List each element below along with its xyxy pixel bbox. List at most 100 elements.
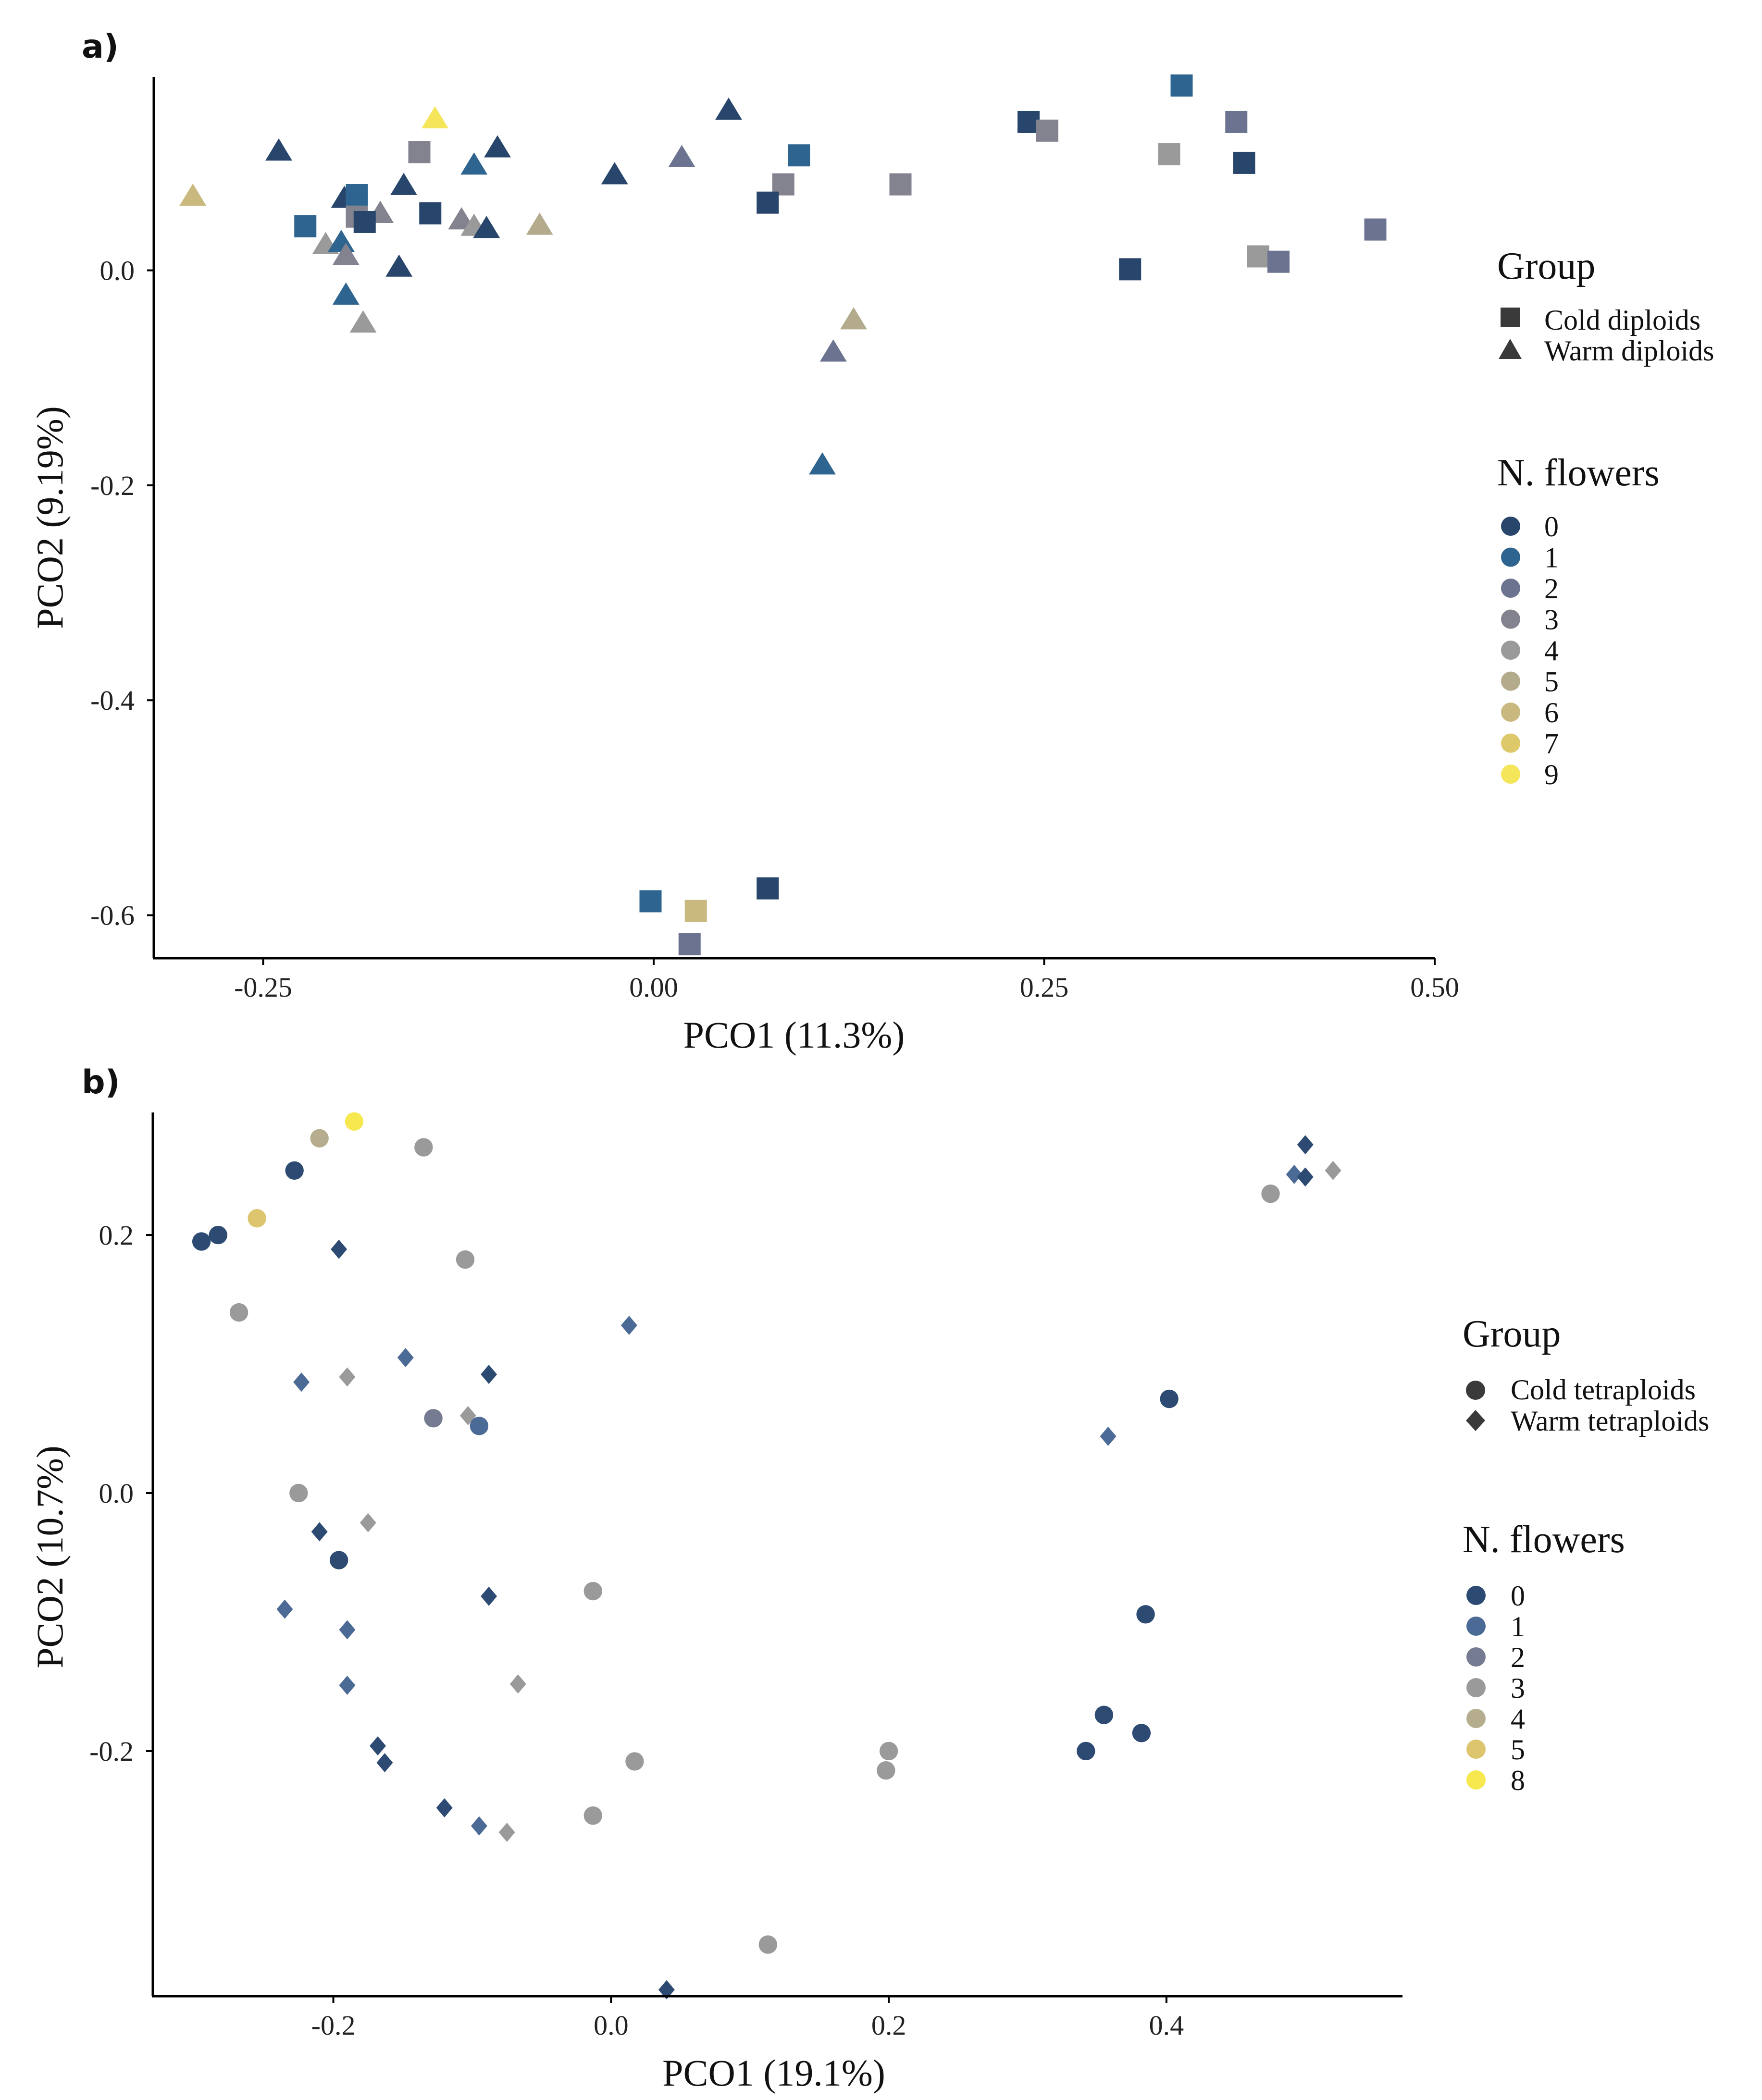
data-point-diamond xyxy=(331,1239,347,1259)
legend-label-flowers-1: 1 xyxy=(1511,1611,1525,1643)
data-point-circle xyxy=(414,1138,433,1157)
y-tick-label: 0.2 xyxy=(99,1220,134,1251)
data-point-triangle xyxy=(332,282,360,305)
data-point-diamond xyxy=(339,1620,356,1640)
data-point-diamond xyxy=(360,1513,376,1532)
data-point-circle xyxy=(1094,1705,1114,1724)
data-point-triangle xyxy=(601,162,628,185)
data-point-triangle xyxy=(526,212,553,235)
data-point-circle xyxy=(583,1806,602,1825)
data-point-diamond xyxy=(658,1980,675,2000)
legend-diamond-key xyxy=(1466,1410,1485,1431)
legend-label-flowers-5: 5 xyxy=(1544,666,1559,698)
data-point-square xyxy=(757,877,779,900)
data-point-square xyxy=(408,141,431,163)
legend-swatch-flowers-0 xyxy=(1501,517,1520,536)
panel-b-y-ticks: 0.2 0.0 -0.2 xyxy=(89,1220,153,1767)
panel-a: a) -0.25 0.00 0.25 0.50 0.0 -0.2 -0.4 -0.6 PCO… xyxy=(29,28,1714,1056)
legend-label-flowers-3: 3 xyxy=(1544,604,1559,636)
data-point-square xyxy=(1267,250,1290,273)
data-point-diamond xyxy=(509,1674,526,1694)
legend-swatch-flowers-5 xyxy=(1466,1740,1486,1759)
data-point-diamond xyxy=(276,1599,293,1619)
panel-b-group-legend-title: Group xyxy=(1463,1313,1561,1355)
data-point-circle xyxy=(877,1761,895,1780)
data-point-triangle xyxy=(332,242,360,265)
legend-label-flowers-5: 5 xyxy=(1511,1734,1525,1766)
panel-b-x-axis-title: PCO1 (19.1%) xyxy=(662,2052,885,2094)
legend-swatch-flowers-5 xyxy=(1501,671,1520,691)
data-point-triangle xyxy=(179,183,207,206)
data-point-square xyxy=(1119,258,1142,281)
y-tick-label: -0.2 xyxy=(89,1736,134,1767)
data-point-square xyxy=(639,890,662,913)
panel-a-y-ticks: 0.0 -0.2 -0.4 -0.6 xyxy=(90,255,154,931)
x-tick-label: 0.00 xyxy=(629,972,678,1003)
data-point-circle xyxy=(1077,1742,1095,1761)
data-point-circle xyxy=(583,1581,602,1601)
data-point-circle xyxy=(879,1742,898,1761)
data-point-diamond xyxy=(436,1798,453,1818)
data-point-triangle xyxy=(840,307,867,330)
data-point-diamond xyxy=(481,1364,497,1384)
legend-label-flowers-1: 1 xyxy=(1544,542,1559,574)
legend-triangle-key xyxy=(1499,339,1522,359)
legend-item-warm-tetraploids: Warm tetraploids xyxy=(1511,1405,1709,1437)
panel-b-flowers-legend-title: N. flowers xyxy=(1463,1519,1625,1561)
data-point-triangle xyxy=(349,310,377,333)
data-point-diamond xyxy=(498,1823,515,1842)
data-point-triangle xyxy=(473,216,500,238)
legend-swatch-flowers-2 xyxy=(1501,579,1520,598)
data-point-square xyxy=(419,202,442,225)
legend-swatch-flowers-3 xyxy=(1501,609,1520,629)
x-tick-label: 0.4 xyxy=(1149,2010,1184,2041)
data-point-triangle xyxy=(390,173,417,195)
legend-square-key xyxy=(1501,308,1520,327)
data-point-diamond xyxy=(481,1586,497,1606)
data-point-circle xyxy=(345,1112,364,1131)
data-point-diamond xyxy=(397,1348,414,1368)
legend-label-flowers-7: 7 xyxy=(1544,728,1559,760)
data-point-square xyxy=(1017,111,1040,133)
x-tick-label: 0.0 xyxy=(594,2010,629,2041)
legend-swatch-flowers-3 xyxy=(1466,1678,1486,1697)
data-point-circle xyxy=(1160,1389,1179,1408)
data-point-diamond xyxy=(1286,1164,1303,1184)
data-point-square xyxy=(788,144,810,167)
data-point-circle xyxy=(625,1752,644,1771)
data-point-circle xyxy=(1261,1184,1280,1203)
data-point-triangle xyxy=(809,452,836,475)
panel-a-x-ticks: -0.25 0.00 0.25 0.50 xyxy=(234,958,1459,1003)
data-point-square xyxy=(1364,218,1387,241)
legend-label-flowers-9: 9 xyxy=(1544,759,1559,791)
data-point-square xyxy=(1225,111,1248,133)
x-tick-label: 0.2 xyxy=(871,2010,906,2041)
x-tick-label: 0.50 xyxy=(1410,972,1459,1003)
data-point-circle xyxy=(248,1209,266,1228)
legend-label-flowers-3: 3 xyxy=(1511,1672,1525,1704)
panel-b-y-axis-title: PCO2 (10.7%) xyxy=(29,1445,71,1668)
data-point-diamond xyxy=(620,1315,637,1335)
data-point-circle xyxy=(209,1225,227,1245)
legend-swatch-flowers-9 xyxy=(1501,765,1520,784)
data-point-diamond xyxy=(1297,1135,1314,1155)
legend-item-cold-diploids: Cold diploids xyxy=(1544,304,1700,336)
legend-swatch-flowers-1 xyxy=(1501,547,1520,567)
data-point-triangle xyxy=(422,106,448,129)
x-tick-label: 0.25 xyxy=(1020,972,1069,1003)
data-point-triangle xyxy=(385,254,413,277)
data-point-circle xyxy=(229,1303,248,1322)
data-point-square xyxy=(757,191,779,214)
data-point-triangle xyxy=(460,152,488,175)
data-point-diamond xyxy=(1325,1161,1341,1180)
data-point-circle xyxy=(758,1935,777,1954)
data-point-triangle xyxy=(484,135,511,158)
data-point-diamond xyxy=(293,1372,310,1392)
data-point-square xyxy=(889,173,912,196)
legend-swatch-flowers-7 xyxy=(1501,733,1520,753)
data-point-diamond xyxy=(1297,1167,1314,1187)
